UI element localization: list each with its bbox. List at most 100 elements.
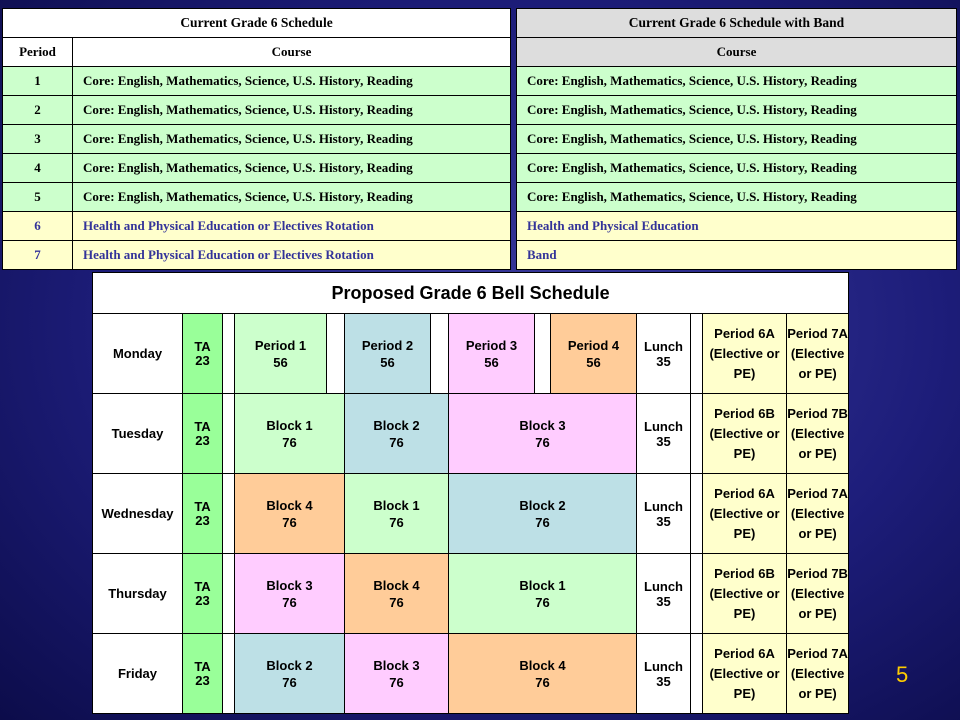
lunch-minutes: 35 (656, 593, 671, 609)
lunch-cell: Lunch 35 (636, 473, 691, 554)
table-row: 4 Core: English, Mathematics, Science, U… (2, 153, 511, 183)
passing-gap (690, 313, 703, 394)
band-schedule-table: Current Grade 6 Schedule with Band Cours… (516, 8, 957, 270)
block-cell: Block 4 76 (234, 473, 345, 554)
period-cell: Period 2 56 (344, 313, 431, 394)
table-row: Band (516, 240, 957, 270)
block-label: Block 2 (266, 657, 313, 673)
block-label: Block 2 (519, 497, 566, 513)
schedule-row-wednesday: Wednesday TA 23 Block 4 76 Block 1 76 Block… (92, 473, 850, 554)
course-cell: Health and Physical Education or Electiv… (72, 211, 511, 241)
table-row: Core: English, Mathematics, Science, U.S… (516, 95, 957, 125)
block-cell: Block 1 76 (344, 473, 449, 554)
elective-period-a: Period 6B (Elective or PE) (702, 553, 787, 634)
course-cell: Core: English, Mathematics, Science, U.S… (516, 66, 957, 96)
table-row: Health and Physical Education (516, 211, 957, 241)
block-minutes: 76 (535, 594, 550, 610)
block-label: Block 3 (519, 417, 566, 433)
band-schedule-title: Current Grade 6 Schedule with Band (516, 8, 957, 38)
block-label: Block 4 (266, 497, 313, 513)
ta-label: TA (194, 498, 211, 514)
ta-cell: TA 23 (182, 393, 223, 474)
lunch-minutes: 35 (656, 513, 671, 529)
elective-period-a: Period 6A (Elective or PE) (702, 313, 787, 394)
passing-gap (430, 313, 449, 394)
table-row: 3 Core: English, Mathematics, Science, U… (2, 124, 511, 154)
slide-number: 5 (896, 662, 909, 687)
ta-minutes: 23 (195, 432, 210, 448)
passing-gap (690, 633, 703, 714)
ta-cell: TA 23 (182, 473, 223, 554)
block-cell: Block 2 76 (234, 633, 345, 714)
course-cell: Core: English, Mathematics, Science, U.S… (72, 124, 511, 154)
block-minutes: 76 (282, 674, 297, 690)
lunch-label: Lunch (644, 338, 683, 354)
block-cell: Block 3 76 (448, 393, 637, 474)
period-cell: Period 4 56 (550, 313, 637, 394)
bell-schedule-title: Proposed Grade 6 Bell Schedule (91, 272, 850, 314)
ta-minutes: 23 (195, 672, 210, 688)
period-minutes: 56 (273, 354, 288, 370)
passing-gap (326, 313, 345, 394)
table-row: 5 Core: English, Mathematics, Science, U… (2, 182, 511, 212)
ta-label: TA (194, 418, 211, 434)
lunch-cell: Lunch 35 (636, 393, 691, 474)
block-cell: Block 2 76 (448, 473, 637, 554)
lunch-label: Lunch (644, 658, 683, 674)
band-course-column-header: Course (516, 37, 957, 67)
course-cell: Core: English, Mathematics, Science, U.S… (72, 182, 511, 212)
block-label: Block 4 (373, 577, 420, 593)
day-label: Wednesday (92, 473, 183, 554)
passing-gap (222, 633, 235, 714)
period-minutes: 56 (586, 354, 601, 370)
course-cell: Core: English, Mathematics, Science, U.S… (72, 66, 511, 96)
block-minutes: 76 (535, 434, 550, 450)
elective-period-b: Period 7A (Elective or PE) (785, 633, 850, 714)
period-number: 7 (2, 240, 73, 270)
ta-minutes: 23 (195, 592, 210, 608)
course-cell: Core: English, Mathematics, Science, U.S… (516, 153, 957, 183)
passing-gap (690, 473, 703, 554)
block-label: Block 4 (519, 657, 566, 673)
course-cell: Core: English, Mathematics, Science, U.S… (72, 95, 511, 125)
period-label: Period 4 (567, 337, 620, 353)
day-label: Monday (92, 313, 183, 394)
period-number: 6 (2, 211, 73, 241)
table-row: 6 Health and Physical Education or Elect… (2, 211, 511, 241)
bell-schedule-table: Proposed Grade 6 Bell Schedule Monday TA… (91, 272, 850, 714)
block-label: Block 1 (373, 497, 420, 513)
elective-period-a: Period 6A (Elective or PE) (702, 473, 787, 554)
day-label: Friday (92, 633, 183, 714)
course-cell: Health and Physical Education (516, 211, 957, 241)
elective-period-b: Period 7B (Elective or PE) (785, 393, 850, 474)
lunch-label: Lunch (644, 418, 683, 434)
lunch-minutes: 35 (656, 353, 671, 369)
period-number: 2 (2, 95, 73, 125)
lunch-cell: Lunch 35 (636, 313, 691, 394)
passing-gap (222, 473, 235, 554)
table-row: Core: English, Mathematics, Science, U.S… (516, 182, 957, 212)
period-label: Period 1 (254, 337, 307, 353)
period-number: 3 (2, 124, 73, 154)
passing-gap (222, 313, 235, 394)
table-row: Core: English, Mathematics, Science, U.S… (516, 153, 957, 183)
elective-period-a: Period 6A (Elective or PE) (702, 633, 787, 714)
period-label: Period 3 (465, 337, 518, 353)
ta-cell: TA 23 (182, 633, 223, 714)
lunch-cell: Lunch 35 (636, 633, 691, 714)
block-cell: Block 2 76 (344, 393, 449, 474)
ta-minutes: 23 (195, 352, 210, 368)
table-row: 1 Core: English, Mathematics, Science, U… (2, 66, 511, 96)
ta-minutes: 23 (195, 512, 210, 528)
lunch-label: Lunch (644, 578, 683, 594)
period-cell: Period 1 56 (234, 313, 327, 394)
schedule-row-thursday: Thursday TA 23 Block 3 76 Block 4 76 Block … (92, 553, 850, 634)
ta-label: TA (194, 338, 211, 354)
block-minutes: 76 (389, 674, 404, 690)
lunch-label: Lunch (644, 498, 683, 514)
block-minutes: 76 (389, 594, 404, 610)
block-label: Block 3 (373, 657, 420, 673)
block-cell: Block 4 76 (344, 553, 449, 634)
elective-period-b: Period 7A (Elective or PE) (785, 313, 850, 394)
